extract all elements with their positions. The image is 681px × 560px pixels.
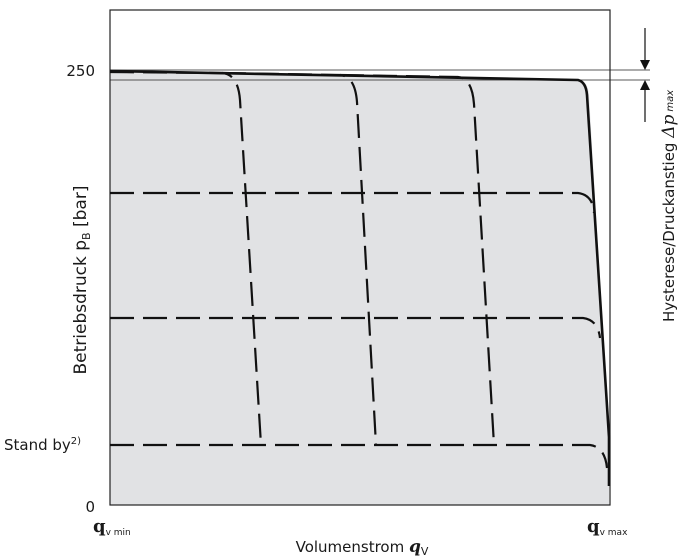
chart-frame: [109, 9, 611, 506]
arrow-bottom-head: [640, 80, 650, 90]
max-pressure-curve: [109, 69, 611, 486]
y-tick-0: 0: [85, 498, 95, 516]
operating-region: [110, 71, 609, 505]
y-axis-label: Betriebsdruck pB [bar]: [71, 186, 93, 375]
level-line-1: [110, 191, 596, 214]
hysteresis-label: Hysterese/Druckanstieg Δpmax: [659, 90, 679, 322]
y-tick-250: 250: [66, 62, 95, 80]
x-axis-label: Volumenstrom qV: [296, 537, 429, 558]
x-tick-max: qv max: [587, 516, 628, 538]
arrow-top-head: [640, 60, 650, 70]
level-line-2: [110, 316, 602, 339]
level-line-standby: [110, 443, 609, 469]
y-tick-standby: Stand by2): [4, 436, 81, 454]
x-tick-min: qv min: [93, 516, 131, 538]
